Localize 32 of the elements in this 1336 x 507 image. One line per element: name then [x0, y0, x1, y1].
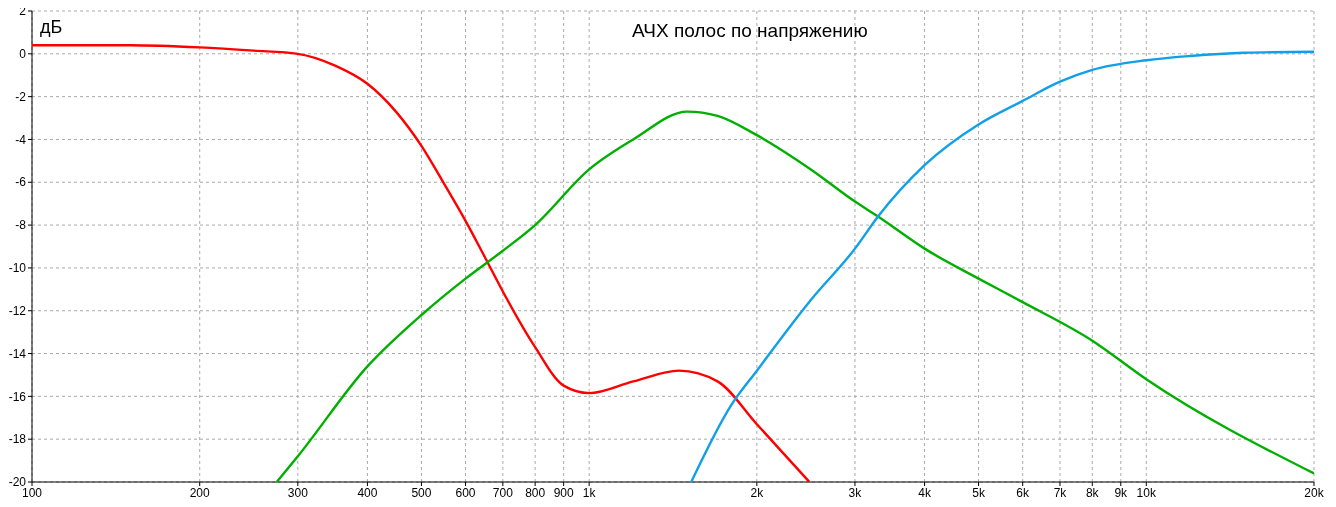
x-tick-label: 10k [1136, 486, 1157, 500]
y-tick-label: -8 [15, 218, 27, 233]
x-tick-label: 9k [1114, 486, 1129, 500]
y-tick-label: -14 [8, 346, 27, 361]
y-tick-label: -6 [15, 175, 27, 190]
x-tick-label: 8k [1085, 486, 1100, 500]
x-tick-label: 700 [492, 486, 514, 500]
x-tick-label: 200 [189, 486, 211, 500]
y-tick-label: 0 [19, 47, 27, 62]
y-tick-label: -12 [8, 303, 27, 318]
x-tick-label: 600 [455, 486, 476, 500]
x-tick-label: 2k [750, 486, 765, 500]
x-tick-label: 400 [357, 486, 378, 500]
x-tick-label: 3k [848, 486, 863, 500]
y-tick-label: -18 [8, 432, 27, 447]
x-tick-label: 900 [553, 486, 574, 500]
x-tick-label: 800 [525, 486, 546, 500]
x-tick-label: 300 [287, 486, 309, 500]
y-tick-label: -4 [15, 132, 27, 147]
y-tick-label: -10 [8, 261, 27, 276]
y-axis-title: дБ [40, 17, 63, 37]
x-tick-label: 7k [1053, 486, 1068, 500]
x-tick-label: 500 [411, 486, 432, 500]
x-tick-label: 20k [1304, 486, 1325, 500]
text: АЧХ полос по напряжению [632, 20, 868, 41]
x-tick-label: 6k [1016, 486, 1031, 500]
y-tick-label: -2 [15, 89, 27, 104]
x-tick-label: 100 [21, 486, 43, 500]
y-tick-label: -16 [8, 389, 27, 404]
x-tick-label: 5k [972, 486, 986, 500]
x-tick-label: 4k [918, 486, 932, 500]
x-tick-label: 1k [582, 486, 597, 500]
